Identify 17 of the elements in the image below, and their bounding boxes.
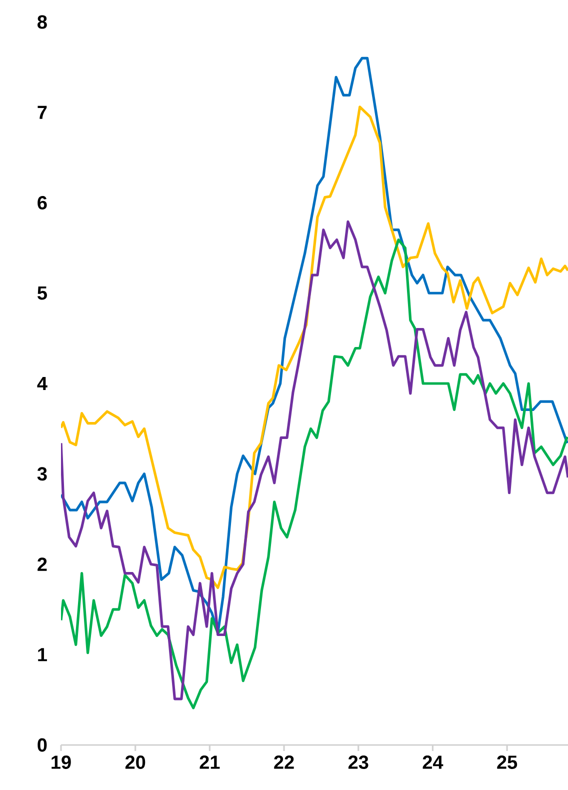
y-tick-label: 2 [38,558,47,571]
x-tick-label: 21 [200,756,220,769]
x-tick-label: 24 [422,756,444,769]
x-tick-label: 20 [125,756,146,769]
x-tick-label: 19 [52,756,71,769]
y-tick-label: 8 [38,15,47,29]
y-tick-label: 6 [38,196,47,210]
y-tick-label: 5 [38,286,47,300]
x-tick-label: 23 [348,756,368,770]
y-tick-label: 0 [38,738,47,752]
x-tick-label: 25 [497,756,518,769]
line-series [61,106,568,590]
y-tick-label: 3 [37,467,47,481]
y-tick-label: 1 [38,648,47,662]
y-tick-label: 7 [38,106,47,119]
x-tick-label: 22 [274,756,294,769]
y-tick-label: 4 [37,376,48,390]
